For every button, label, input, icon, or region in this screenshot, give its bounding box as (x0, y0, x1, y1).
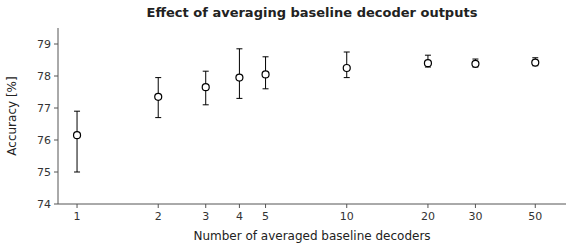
error-cap (203, 104, 209, 105)
x-tick-label: 2 (155, 210, 162, 223)
x-tick-label: 3 (202, 210, 209, 223)
x-axis-label: Number of averaged baseline decoders (193, 229, 430, 243)
error-cap (532, 57, 538, 58)
point (236, 74, 243, 81)
point (343, 65, 350, 72)
x-tick (158, 204, 159, 208)
error-cap (155, 77, 161, 78)
point (472, 60, 479, 67)
x-axis-line (58, 204, 566, 205)
error-bar (263, 57, 269, 89)
point (202, 84, 209, 91)
x-tick (427, 204, 428, 208)
x-tick-label: 10 (340, 210, 354, 223)
x-tick-label: 5 (262, 210, 269, 223)
error-line (77, 111, 78, 172)
error-cap (236, 48, 242, 49)
point (74, 132, 81, 139)
x-tick-label: 50 (528, 210, 542, 223)
point (262, 71, 269, 78)
point (155, 93, 162, 100)
error-cap (155, 117, 161, 118)
point (532, 59, 539, 66)
x-tick-label: 20 (421, 210, 435, 223)
error-cap (263, 88, 269, 89)
error-cap (472, 59, 478, 60)
x-tick-label: 1 (74, 210, 81, 223)
error-cap (344, 52, 350, 53)
y-tick (54, 76, 58, 77)
y-tick-label: 76 (37, 134, 51, 147)
error-cap (203, 71, 209, 72)
y-tick (54, 44, 58, 45)
error-cap (425, 55, 431, 56)
error-bar (236, 49, 242, 99)
point (424, 60, 431, 67)
y-axis-label: Accuracy [%] (5, 76, 19, 155)
y-tick (54, 172, 58, 173)
x-tick (239, 204, 240, 208)
y-tick-label: 77 (37, 102, 51, 115)
y-axis-line (58, 28, 59, 204)
x-tick (77, 204, 78, 208)
y-ticks: 74 75 76 77 78 79 (37, 38, 58, 211)
y-tick-label: 79 (37, 38, 51, 51)
error-cap (74, 111, 80, 112)
x-ticks: 1 2 3 4 5 10 20 30 50 (74, 204, 543, 223)
x-tick (535, 204, 536, 208)
error-bar (203, 71, 209, 105)
marks (74, 49, 539, 172)
y-tick (54, 140, 58, 141)
x-tick-label: 30 (468, 210, 482, 223)
error-cap (236, 98, 242, 99)
error-bar (472, 59, 478, 67)
error-cap (263, 56, 269, 57)
error-bar (532, 58, 538, 66)
error-bar (425, 55, 431, 67)
y-tick-label: 74 (37, 198, 51, 211)
y-tick (54, 204, 58, 205)
x-tick-label: 4 (236, 210, 243, 223)
x-tick (205, 204, 206, 208)
title: Effect of averaging baseline decoder out… (147, 5, 478, 20)
x-tick (475, 204, 476, 208)
error-cap (74, 172, 80, 173)
chart: 1 2 3 4 5 10 20 30 50 74 75 76 77 78 79 Effect of avera… (0, 0, 582, 248)
y-tick (54, 108, 58, 109)
error-bar (155, 78, 161, 118)
error-bar (74, 111, 80, 172)
x-tick (346, 204, 347, 208)
error-bar (344, 52, 350, 78)
y-tick-label: 75 (37, 166, 51, 179)
x-tick (265, 204, 266, 208)
error-cap (344, 77, 350, 78)
y-tick-label: 78 (37, 70, 51, 83)
